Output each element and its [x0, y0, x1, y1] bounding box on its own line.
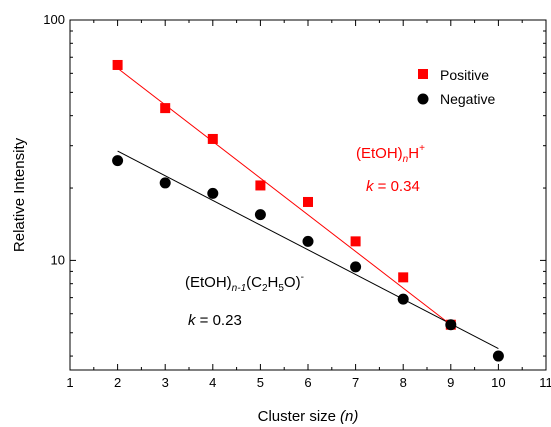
- formula-subscript-n-1: n-1: [232, 283, 246, 294]
- x-tick-label: 5: [257, 375, 264, 390]
- point-negative: [350, 261, 362, 273]
- x-tick-label: 4: [209, 375, 216, 390]
- y-tick-label: 10: [51, 252, 65, 267]
- x-tick-label: 7: [352, 375, 359, 390]
- point-negative: [207, 187, 219, 199]
- point-positive: [398, 272, 409, 283]
- k-value: = 0.23: [196, 312, 242, 329]
- x-tick-label: 1: [66, 375, 73, 390]
- annotation-negative-k: k = 0.23: [188, 312, 242, 329]
- x-tick-label: 10: [491, 375, 505, 390]
- point-negative: [159, 177, 171, 189]
- x-axis-title-main: Cluster size: [258, 408, 336, 425]
- y-axis-title: Relative Intensity: [11, 137, 28, 252]
- legend: Positive Negative: [417, 67, 495, 107]
- annotation-negative-formula: (EtOH)n-1(C2H5O)-: [185, 272, 304, 294]
- legend-label-positive: Positive: [440, 67, 489, 83]
- annotation-positive-k: k = 0.34: [366, 178, 420, 195]
- k-value: = 0.34: [374, 178, 420, 195]
- data-points: [112, 59, 504, 362]
- x-tick-label: 2: [114, 375, 121, 390]
- k-symbol: k: [366, 178, 375, 195]
- formula-superscript: -: [301, 272, 304, 283]
- point-positive: [160, 103, 171, 114]
- x-axis-title: Cluster size (n): [258, 408, 359, 425]
- legend-marker-negative: [417, 93, 429, 105]
- point-positive: [303, 196, 313, 207]
- formula-superscript: +: [419, 143, 425, 154]
- legend-marker-positive: [418, 69, 428, 79]
- point-positive: [350, 236, 361, 247]
- formula-base: (EtOH): [356, 145, 403, 162]
- formula-tail: O): [284, 274, 301, 291]
- y-tick-label: 100: [43, 12, 65, 27]
- formula-mid2: H: [268, 274, 279, 291]
- point-negative: [302, 235, 314, 247]
- formula-base: (EtOH): [185, 274, 232, 291]
- x-tick-label: 9: [447, 375, 454, 390]
- point-positive: [207, 133, 218, 144]
- fit-line-positive: [117, 67, 452, 326]
- k-symbol: k: [188, 312, 197, 329]
- point-negative: [492, 350, 504, 362]
- x-tick-label: 11: [539, 375, 551, 390]
- point-negative: [112, 155, 124, 167]
- point-positive: [112, 59, 123, 70]
- formula-subscript-n: n: [403, 154, 409, 165]
- formula-subscript-2: 2: [262, 283, 268, 294]
- formula-tail: H: [408, 145, 419, 162]
- point-negative: [254, 209, 266, 221]
- annotation-positive-formula: (EtOH)nH+: [356, 143, 425, 165]
- formula-subscript-5: 5: [278, 283, 284, 294]
- fit-lines: [117, 67, 499, 349]
- axis-tick-labels: 1 2 3 4 5 6 7 8 9 10 11 10 100: [43, 12, 551, 390]
- point-negative: [397, 293, 409, 305]
- x-tick-label: 3: [162, 375, 169, 390]
- x-tick-label: 6: [304, 375, 311, 390]
- fit-line-negative: [117, 150, 499, 349]
- x-axis-title-variable: (n): [340, 408, 358, 425]
- formula-mid: (C: [246, 274, 262, 291]
- point-positive: [255, 180, 266, 191]
- x-tick-label: 8: [400, 375, 407, 390]
- point-negative: [445, 319, 457, 331]
- plot-frame: [69, 19, 547, 371]
- legend-label-negative: Negative: [440, 91, 495, 107]
